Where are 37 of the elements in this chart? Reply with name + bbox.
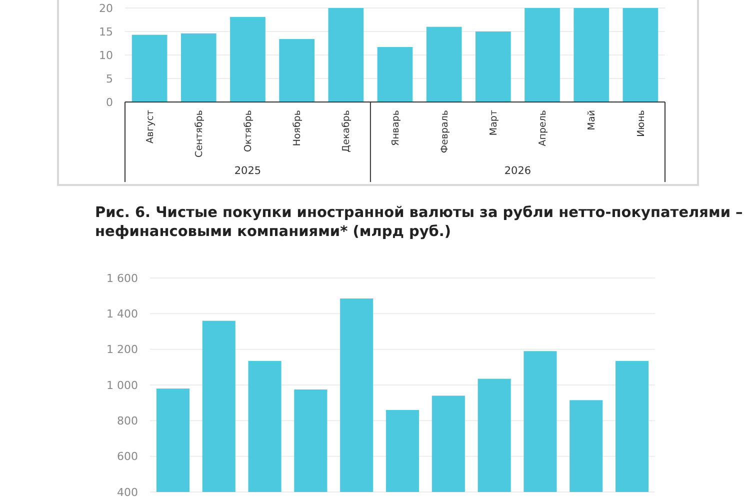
bar	[180, 33, 216, 102]
x-tick-label: Февраль	[439, 110, 450, 154]
y-tick-label: 1 600	[106, 272, 138, 285]
bar	[328, 8, 364, 102]
chart-title: Рис. 6. Чистые покупки иностранной валюты за рубли нетто-покупателями – нефинансовыми компаниями* (млрд руб.)	[95, 205, 743, 240]
bar	[476, 32, 511, 102]
bar	[524, 8, 560, 102]
y-tick-label: 1 400	[106, 308, 138, 321]
x-tick-label: Июнь	[636, 110, 647, 137]
x-tick-label: Октябрь	[243, 110, 254, 152]
bar	[132, 34, 168, 102]
x-tick-label: Январь	[390, 110, 402, 146]
bar	[279, 39, 314, 102]
text: 2025	[234, 165, 262, 177]
x-tick-label: Ноябрь	[292, 110, 304, 146]
x-tick-label: Август	[144, 110, 156, 144]
y-tick-label: 800	[117, 414, 138, 428]
y-tick-label: 10	[99, 48, 113, 62]
x-tick-label: Сентябрь	[194, 110, 205, 158]
y-tick-label: 400	[117, 486, 138, 499]
bar	[574, 8, 610, 102]
x-tick-label: Апрель	[538, 110, 549, 146]
y-tick-label: 20	[99, 2, 113, 15]
x-tick-label: Декабрь	[341, 110, 352, 152]
y-tick-label: 5	[106, 72, 113, 86]
text: 2026	[504, 165, 532, 177]
x-tick-label: Май	[586, 110, 598, 130]
y-tick-label: 0	[106, 96, 113, 109]
y-tick-label: 600	[117, 450, 138, 464]
bar	[230, 16, 266, 102]
bar	[622, 8, 658, 102]
x-tick-label: Март	[488, 110, 500, 136]
bar	[426, 26, 462, 102]
y-tick-label: 1 200	[106, 343, 138, 356]
bar	[377, 47, 413, 102]
y-tick-label: 1 000	[106, 378, 138, 392]
y-tick-label: 15	[99, 25, 113, 38]
